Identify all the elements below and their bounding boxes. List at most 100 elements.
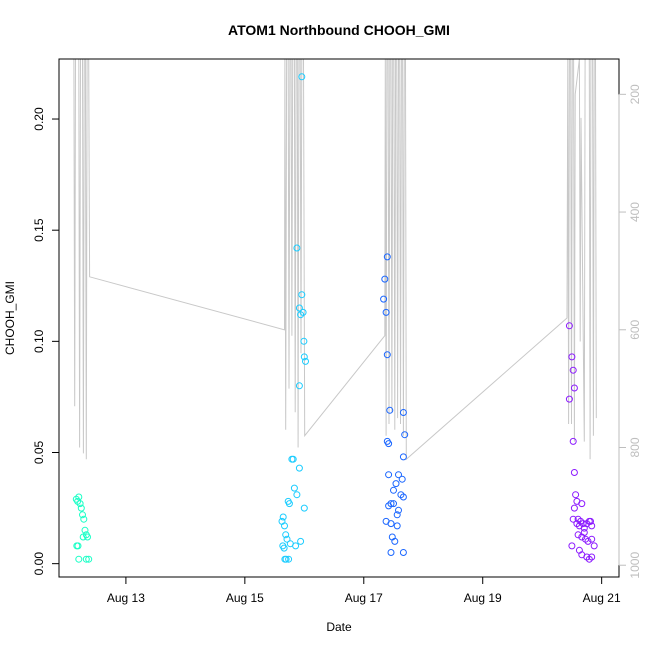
- data-point: [282, 531, 290, 539]
- data-point: [299, 308, 307, 316]
- x-tick-label: Aug 15: [226, 591, 264, 605]
- data-point: [84, 533, 91, 541]
- data-point: [568, 353, 576, 361]
- y-tick-label: 0.00: [32, 552, 46, 576]
- data-point: [280, 544, 288, 552]
- data-point: [387, 549, 395, 556]
- data-point: [293, 244, 301, 252]
- data-point: [580, 529, 588, 536]
- data-point: [383, 437, 391, 445]
- data-point: [395, 471, 402, 479]
- data-point: [570, 384, 578, 392]
- data-point: [75, 493, 83, 501]
- data-point: [565, 395, 573, 403]
- data-point: [293, 491, 301, 499]
- data-point: [587, 517, 594, 525]
- data-point: [300, 353, 308, 361]
- data-point: [395, 506, 402, 514]
- right-tick-label: 800: [628, 437, 642, 457]
- data-point: [578, 500, 586, 508]
- x-tick-label: Aug 21: [583, 591, 621, 605]
- data-point: [380, 295, 388, 303]
- data-point: [570, 469, 578, 476]
- data-point: [399, 493, 407, 501]
- data-point: [80, 515, 88, 523]
- y-axis: 0.00 0.05 0.10 0.15 0.20: [32, 107, 60, 576]
- data-point: [79, 511, 86, 519]
- data-point: [281, 522, 288, 530]
- data-point: [386, 406, 394, 414]
- data-point: [401, 431, 409, 439]
- data-point: [588, 553, 596, 561]
- data-point: [295, 464, 303, 472]
- data-point: [298, 291, 306, 299]
- data-point: [285, 555, 293, 563]
- data-point: [387, 520, 395, 528]
- data-point: [82, 555, 90, 563]
- data-point: [300, 337, 308, 345]
- background-line-layer: [73, 58, 597, 461]
- data-point: [85, 555, 93, 563]
- data-point: [399, 453, 407, 461]
- points-layer: [72, 73, 598, 563]
- data-point: [393, 511, 401, 519]
- data-point: [295, 304, 303, 312]
- y-tick-label: 0.05: [32, 441, 46, 465]
- data-point: [569, 515, 577, 523]
- data-point: [565, 322, 573, 330]
- data-point: [569, 437, 577, 445]
- data-point: [295, 382, 303, 390]
- data-point: [74, 542, 82, 550]
- y-tick-label: 0.20: [32, 107, 46, 131]
- data-point: [391, 537, 399, 545]
- data-point: [300, 504, 308, 512]
- y-tick-label: 0.15: [32, 218, 46, 242]
- data-point: [279, 513, 287, 521]
- data-point: [399, 549, 407, 556]
- data-point: [298, 73, 306, 81]
- data-point: [383, 253, 391, 261]
- x-axis: Aug 13 Aug 15 Aug 17 Aug 19 Aug 21: [107, 576, 621, 605]
- x-tick-label: Aug 13: [107, 591, 145, 605]
- data-point: [81, 526, 89, 534]
- chart-title: ATOM1 Northbound CHOOH_GMI: [228, 22, 450, 38]
- data-point: [393, 522, 401, 530]
- data-point: [285, 500, 293, 508]
- data-point: [383, 351, 391, 359]
- y-axis-label: CHOOH_GMI: [3, 281, 17, 355]
- data-point: [590, 542, 598, 550]
- x-axis-label: Date: [326, 620, 352, 634]
- data-point: [570, 504, 578, 512]
- data-point: [385, 502, 393, 510]
- right-tick-label: 200: [628, 84, 642, 104]
- right-tick-label: 1000: [628, 552, 642, 579]
- data-point: [289, 455, 297, 463]
- data-point: [584, 537, 592, 545]
- data-point: [281, 555, 289, 563]
- x-tick-label: Aug 19: [464, 591, 502, 605]
- data-point: [76, 500, 84, 508]
- data-point: [385, 471, 393, 479]
- data-point: [569, 366, 577, 374]
- data-point: [392, 480, 400, 488]
- right-axis: 200 400 600 800 1000: [618, 84, 642, 579]
- data-point: [79, 533, 87, 541]
- data-point: [292, 542, 300, 550]
- data-point: [77, 504, 85, 512]
- data-point: [572, 491, 580, 499]
- data-point: [574, 531, 582, 539]
- data-point: [579, 520, 587, 528]
- data-point: [568, 542, 576, 550]
- background-line: [73, 58, 597, 461]
- data-point: [588, 522, 596, 530]
- data-point: [290, 484, 298, 492]
- y-tick-label: 0.10: [32, 329, 46, 353]
- data-point: [283, 535, 291, 543]
- right-tick-label: 400: [628, 202, 642, 222]
- data-point: [390, 486, 397, 494]
- data-point: [585, 555, 593, 563]
- data-point: [588, 535, 596, 543]
- data-point: [297, 537, 305, 545]
- data-point: [381, 275, 389, 283]
